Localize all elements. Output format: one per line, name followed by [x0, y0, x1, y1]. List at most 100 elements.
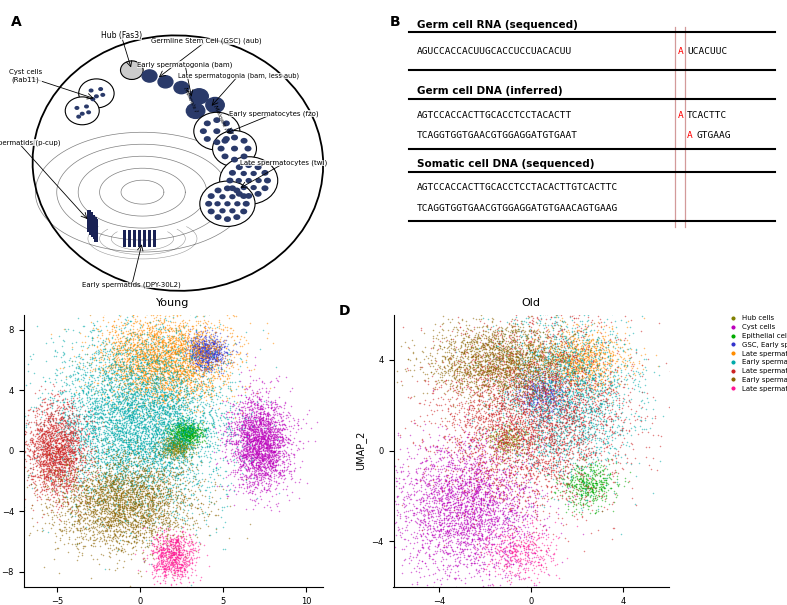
Point [198, 339, 211, 348]
Point [244, 459, 257, 468]
Point [548, 388, 560, 397]
Point [164, 548, 176, 557]
Point [131, 364, 144, 373]
Point [136, 371, 149, 381]
Point [600, 494, 612, 503]
Point [561, 364, 574, 374]
Point [475, 314, 487, 324]
Point [268, 460, 281, 469]
Point [68, 425, 80, 435]
Point [142, 349, 155, 359]
Point [251, 386, 264, 396]
Point [543, 523, 556, 532]
Point [488, 342, 501, 352]
Point [70, 456, 83, 465]
Point [202, 356, 215, 366]
Point [108, 508, 120, 517]
Point [82, 332, 94, 341]
Point [467, 493, 479, 503]
Point [543, 342, 556, 352]
Point [504, 468, 516, 477]
Point [558, 354, 571, 364]
Point [575, 362, 587, 372]
Point [195, 337, 208, 347]
Point [610, 339, 623, 348]
Point [509, 373, 522, 382]
Point [176, 330, 189, 340]
Point [486, 379, 499, 389]
Point [509, 396, 522, 405]
Point [150, 484, 163, 494]
Point [508, 380, 520, 390]
Point [60, 529, 72, 538]
Point [92, 453, 105, 462]
Point [482, 358, 495, 367]
Point [102, 500, 114, 509]
Point [248, 444, 260, 454]
Point [194, 351, 206, 361]
Point [498, 466, 511, 476]
Point [102, 437, 114, 446]
Point [141, 550, 153, 560]
Point [161, 518, 174, 528]
Point [145, 378, 157, 387]
Point [550, 368, 563, 378]
Point [442, 435, 455, 445]
Point [183, 441, 196, 451]
Point [534, 442, 547, 451]
Point [523, 368, 535, 378]
Point [533, 402, 545, 411]
Point [482, 546, 495, 556]
Point [530, 445, 543, 454]
Point [73, 523, 86, 532]
Point [147, 393, 160, 402]
Point [584, 528, 597, 538]
Point [560, 370, 572, 380]
Point [72, 490, 85, 500]
Point [205, 385, 218, 395]
Point [405, 489, 418, 499]
Point [550, 455, 563, 465]
Point [515, 464, 527, 474]
Point [175, 563, 187, 572]
Point [164, 425, 177, 435]
Point [580, 367, 593, 377]
Point [143, 509, 156, 518]
Point [577, 355, 589, 365]
Point [142, 395, 154, 405]
Point [172, 435, 184, 445]
Point [470, 504, 482, 514]
Point [190, 431, 202, 440]
Point [138, 420, 150, 430]
Point [513, 442, 526, 452]
Point [549, 362, 561, 371]
Point [109, 446, 121, 456]
Point [500, 281, 512, 291]
Point [99, 458, 112, 468]
Point [262, 462, 275, 472]
Point [116, 430, 128, 439]
Point [167, 551, 179, 560]
Point [159, 551, 172, 561]
Point [562, 401, 575, 410]
Point [526, 422, 538, 431]
Point [534, 375, 546, 385]
Point [77, 487, 90, 497]
Point [150, 358, 163, 368]
Point [466, 511, 478, 520]
Point [198, 311, 210, 321]
Point [483, 532, 496, 542]
Point [511, 352, 523, 362]
Point [543, 371, 556, 381]
Point [192, 338, 205, 348]
Point [158, 380, 171, 390]
Point [526, 390, 538, 399]
Point [146, 397, 159, 407]
Point [109, 488, 121, 497]
Point [165, 543, 178, 553]
Point [126, 392, 139, 402]
Point [128, 484, 141, 494]
Point [174, 348, 187, 358]
Point [479, 442, 492, 451]
Point [77, 477, 90, 487]
